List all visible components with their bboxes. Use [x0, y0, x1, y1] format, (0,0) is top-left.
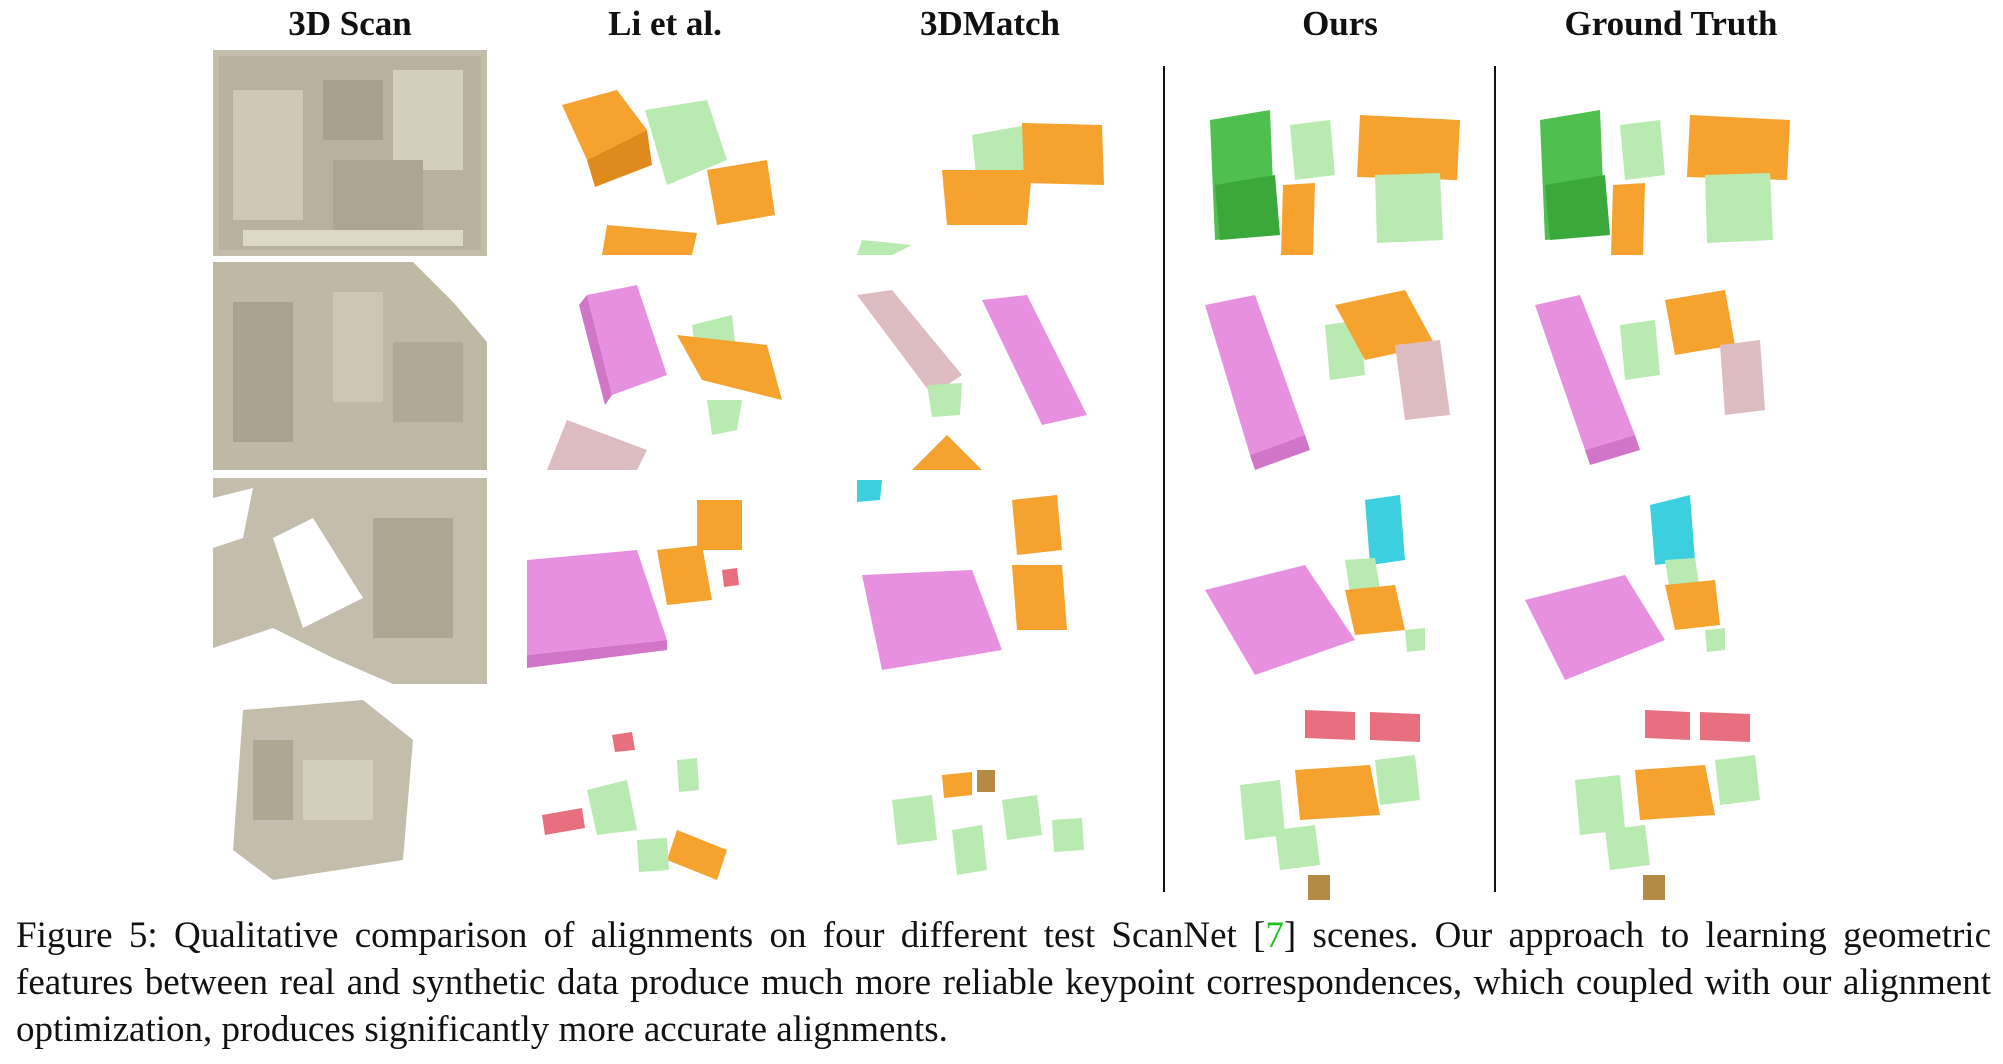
column-title-ours: Ours: [1302, 4, 1378, 43]
divider-line-right: [1494, 66, 1496, 892]
match-row-3: [852, 480, 1132, 685]
scan-row-4: [213, 700, 487, 900]
li-row-3: [527, 490, 807, 685]
scan-row-1: [213, 50, 487, 256]
match-row-4: [852, 720, 1132, 900]
caption-suffix: ] scenes. Our approach to learning geome…: [16, 915, 1992, 1050]
column-title-ground-truth: Ground Truth: [1564, 4, 1778, 43]
figure-5: 3D Scan Li et al. 3DMatch Ours Ground Tr…: [213, 4, 1815, 900]
column-title-3d-scan: 3D Scan: [288, 4, 412, 43]
ours-row-4: [1195, 700, 1485, 900]
gt-row-1: [1525, 75, 1815, 255]
li-row-1: [527, 75, 807, 255]
gt-row-2: [1525, 265, 1815, 470]
figure-caption: Figure 5: Qualitative comparison of alig…: [16, 912, 1991, 1053]
match-row-1: [852, 75, 1132, 255]
citation-link[interactable]: 7: [1265, 915, 1284, 956]
column-title-3dmatch: 3DMatch: [920, 4, 1060, 43]
scan-row-2: [213, 262, 487, 470]
gt-row-3: [1525, 480, 1815, 685]
divider-line-left: [1163, 66, 1165, 892]
match-row-2: [852, 265, 1132, 470]
column-title-li-et-al: Li et al.: [608, 4, 722, 43]
ours-row-1: [1195, 75, 1485, 255]
caption-prefix: Figure 5: Qualitative comparison of alig…: [16, 915, 1266, 956]
ours-row-3: [1195, 480, 1485, 685]
li-row-4: [527, 720, 807, 900]
li-row-2: [527, 265, 807, 470]
ours-row-2: [1195, 265, 1485, 470]
gt-row-4: [1525, 700, 1815, 900]
scan-row-3: [213, 478, 487, 684]
